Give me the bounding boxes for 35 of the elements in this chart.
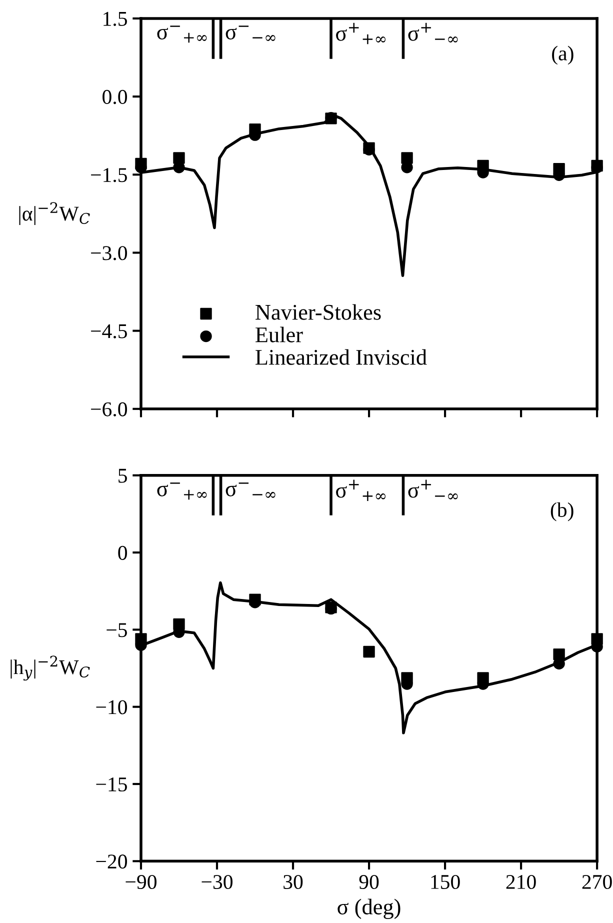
y-tick-label: −4.5 [91, 324, 127, 338]
y-axis-title: |α|$^{−2}$W$_{C}$ [19, 202, 90, 225]
x-tick-label: 90 [359, 874, 379, 890]
y-axis-title: |h$_{y}$|$^{−2}$W$_{C}$ [10, 656, 90, 681]
legend-label: Linearized Inviscid [256, 349, 427, 365]
y-tick-label: 0.0 [102, 90, 127, 104]
ref-line-label: σ$^{+}$$_{+∞}$ [336, 480, 386, 502]
y-tick-label: 0 [118, 546, 127, 560]
y-tick-label: 1.5 [104, 12, 127, 26]
ref-line-label: σ$^{+}$$_{−∞}$ [408, 480, 458, 500]
y-tick-label: −1.5 [91, 168, 127, 182]
y-tick-label: −5 [106, 623, 127, 638]
y-tick-label: 5 [118, 468, 127, 483]
annotation: (b) [550, 502, 574, 522]
x-tick-label: 150 [431, 874, 460, 890]
y-tick-label: −10 [96, 700, 128, 714]
y-tick-label: −20 [96, 854, 128, 869]
y-tick-label: −3.0 [91, 246, 128, 260]
ref-line-label: σ$^{−}$$_{+∞}$ [157, 26, 207, 43]
legend-label: Euler [256, 326, 303, 342]
ref-line-label: σ$^{−}$$_{−∞}$ [226, 26, 276, 42]
legend-label: Navier-Stokes [256, 304, 381, 320]
x-axis-title: σ (deg) [338, 898, 400, 920]
x-tick-label: −90 [126, 874, 156, 890]
x-tick-label: 30 [284, 874, 303, 890]
ref-line-label: σ$^{−}$$_{−∞}$ [226, 482, 276, 498]
x-tick-label: −30 [202, 874, 232, 890]
ref-line-label: σ$^{+}$$_{+∞}$ [336, 22, 386, 44]
y-tick-label: −15 [96, 777, 127, 792]
y-tick-label: −6.0 [91, 402, 128, 416]
ref-line-label: σ$^{+}$$_{−∞}$ [408, 22, 458, 42]
annotation: (a) [552, 46, 574, 65]
x-tick-label: 210 [506, 874, 536, 890]
ref-line-label: σ$^{−}$$_{+∞}$ [157, 482, 207, 500]
x-tick-label: 270 [582, 874, 612, 890]
